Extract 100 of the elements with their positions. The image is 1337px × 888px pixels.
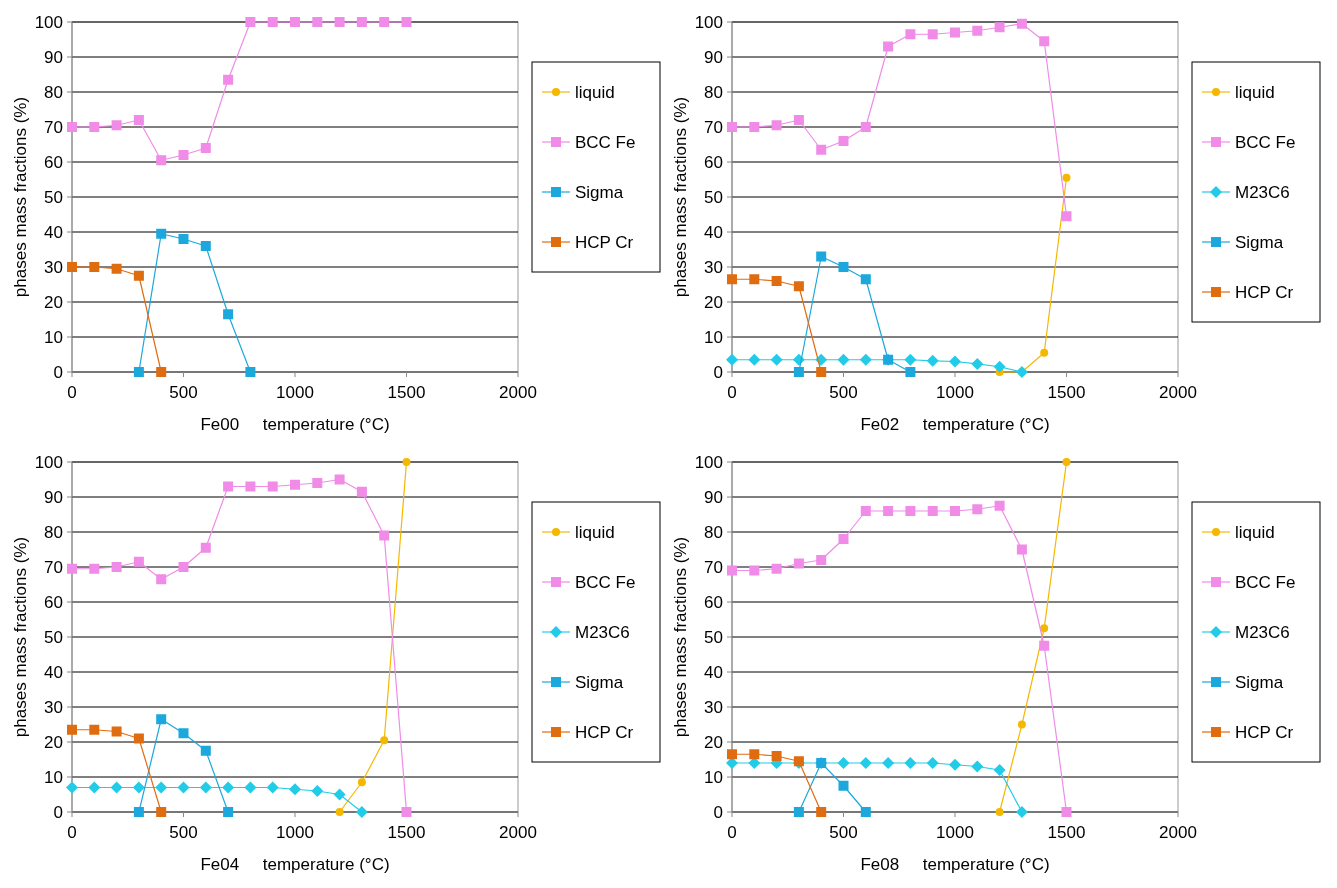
legend-label: Sigma	[1235, 232, 1284, 252]
y-tick-label: 100	[694, 12, 723, 32]
point	[223, 807, 234, 817]
legend-label: liquid	[575, 522, 615, 542]
point	[860, 274, 871, 285]
point	[312, 478, 323, 488]
x-tick-label: 1000	[276, 823, 314, 842]
legend-label: liquid	[575, 82, 615, 102]
y-tick-label: 100	[694, 452, 723, 472]
y-tick-label: 0	[53, 362, 63, 382]
point	[771, 751, 782, 761]
y-tick-label: 30	[44, 257, 63, 277]
point	[727, 122, 737, 132]
y-tick-label: 20	[704, 732, 723, 752]
legend-label: BCC Fe	[1235, 572, 1296, 592]
y-axis-title: phases mass fractions (%)	[11, 536, 30, 738]
y-tick-label: 60	[704, 152, 723, 172]
point	[1015, 806, 1028, 818]
y-tick-label: 50	[44, 187, 63, 207]
point	[333, 788, 346, 801]
y-tick-label: 80	[44, 522, 63, 542]
point	[904, 757, 917, 769]
point	[89, 122, 100, 132]
point	[926, 757, 939, 769]
point	[156, 367, 167, 377]
point	[838, 136, 849, 146]
x-tick-label: 2000	[499, 383, 537, 402]
legend-label: liquid	[1235, 82, 1275, 102]
point	[133, 556, 144, 567]
x-tick-label: 0	[67, 383, 77, 402]
point	[200, 745, 211, 756]
point	[155, 781, 168, 794]
point	[905, 506, 916, 516]
point	[816, 555, 827, 565]
point	[245, 481, 256, 492]
point	[156, 228, 167, 239]
y-tick-label: 60	[44, 152, 63, 172]
y-tick-label: 60	[44, 592, 63, 612]
point	[837, 353, 850, 366]
point	[726, 353, 738, 366]
y-tick-label: 50	[704, 627, 723, 647]
point	[905, 367, 916, 377]
y-tick-label: 100	[34, 452, 63, 472]
y-tick-label: 0	[713, 802, 723, 822]
point	[1061, 807, 1072, 817]
point	[379, 530, 390, 541]
point	[88, 781, 101, 794]
point	[355, 806, 368, 818]
y-tick-label: 20	[44, 292, 63, 312]
legend-label: M23C6	[1235, 622, 1290, 642]
point	[111, 120, 122, 131]
point	[132, 781, 145, 794]
x-tick-label: 1500	[1047, 823, 1086, 842]
point	[727, 565, 737, 576]
point	[838, 534, 849, 544]
x-tick-label: 0	[727, 823, 737, 842]
point	[133, 115, 144, 125]
y-tick-label: 70	[704, 117, 723, 137]
point	[949, 355, 961, 368]
y-tick-label: 80	[44, 82, 63, 102]
point	[883, 41, 894, 52]
point	[89, 563, 100, 574]
y-tick-label: 0	[713, 362, 723, 382]
point	[837, 757, 850, 769]
point	[133, 270, 144, 281]
point	[1017, 720, 1026, 729]
x-tick-label: 1500	[387, 823, 426, 842]
point	[111, 726, 122, 737]
y-tick-label: 50	[44, 627, 63, 647]
point	[200, 143, 211, 153]
point	[972, 504, 983, 515]
point	[335, 808, 344, 816]
x-tick-label: 1500	[1047, 383, 1086, 402]
point	[402, 458, 411, 466]
point	[949, 758, 961, 771]
point	[200, 241, 211, 251]
point	[771, 276, 782, 286]
x-tick-label: 2000	[499, 823, 537, 842]
y-tick-label: 50	[704, 187, 723, 207]
point	[727, 274, 737, 285]
point	[245, 17, 256, 27]
point	[994, 22, 1005, 33]
point	[883, 506, 894, 516]
point	[178, 562, 189, 572]
x-tick-label: 0	[727, 383, 737, 402]
y-tick-label: 30	[704, 697, 723, 717]
point	[727, 749, 737, 760]
point	[289, 783, 301, 796]
point	[995, 808, 1004, 816]
point	[245, 367, 256, 377]
legend-label: HCP Cr	[575, 722, 634, 742]
point	[749, 565, 760, 576]
point	[266, 781, 279, 794]
point	[859, 757, 872, 769]
y-tick-label: 90	[704, 47, 723, 67]
point	[882, 757, 895, 769]
point	[223, 74, 234, 85]
legend-label: HCP Cr	[575, 232, 634, 252]
y-tick-label: 70	[704, 557, 723, 577]
point	[66, 781, 78, 794]
